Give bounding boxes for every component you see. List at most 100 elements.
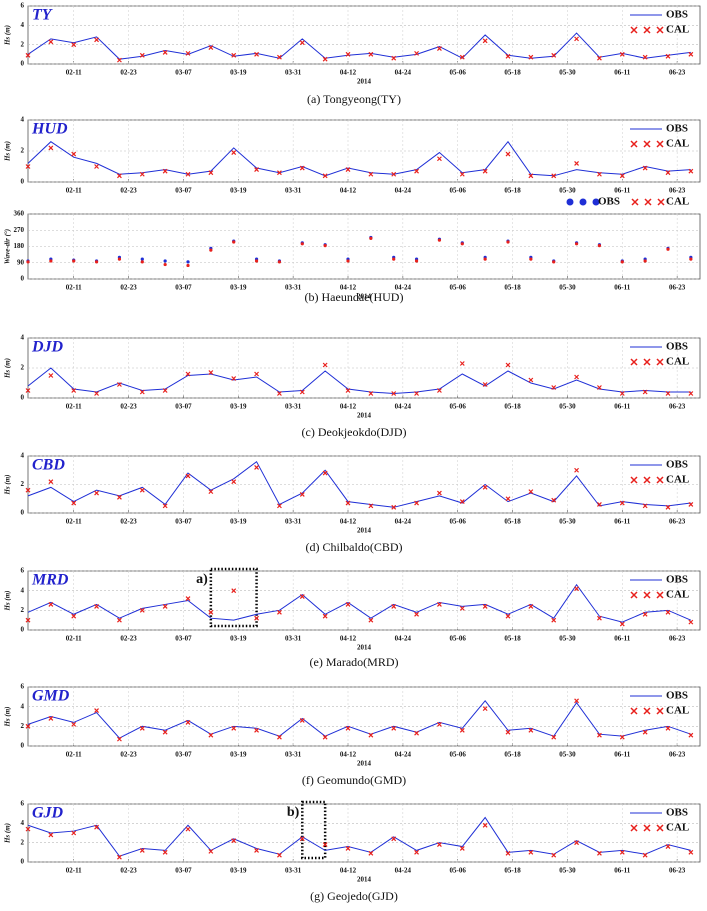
y-tick-label: 6 [21, 567, 25, 575]
cal-marker [642, 852, 648, 858]
direction-dot [437, 238, 442, 242]
x-tick-label: 05-18 [504, 518, 521, 526]
obs-line [27, 367, 691, 395]
cal-marker [368, 391, 374, 396]
cal-marker [528, 727, 534, 733]
direction-dot [254, 259, 259, 263]
cal-marker [437, 721, 442, 727]
cal-marker [619, 849, 625, 855]
x-tick-label: 04-12 [340, 518, 357, 526]
x-axis-label: 2014 [357, 293, 372, 301]
obs-line [27, 460, 691, 508]
x-tick-label: 02-23 [120, 187, 137, 195]
cal-marker [642, 729, 648, 735]
cal-marker [345, 725, 351, 731]
cal-marker [459, 171, 465, 177]
cal-marker [322, 613, 328, 619]
cal-marker [94, 391, 99, 396]
cal-marker [391, 836, 397, 842]
x-tick-label: 03-31 [285, 518, 302, 526]
cal-marker [299, 492, 305, 497]
cal-marker [665, 391, 671, 396]
x-tick-label: 06-23 [669, 187, 686, 195]
legend-marker [656, 824, 664, 832]
x-tick-label: 06-23 [669, 69, 686, 77]
cal-marker [459, 846, 465, 851]
direction-dot [186, 260, 190, 264]
cal-marker [619, 51, 625, 57]
x-tick-label: 05-30 [559, 518, 576, 526]
x-tick-label: 04-24 [395, 284, 412, 292]
cal-marker [368, 732, 374, 738]
cal-marker [277, 391, 282, 396]
cal-marker [528, 849, 534, 855]
cal-marker [551, 497, 557, 503]
cal-marker [505, 362, 511, 368]
cal-marker [505, 496, 511, 502]
panel-title: CBD [32, 457, 65, 474]
cal-marker [414, 50, 419, 56]
direction-dot [140, 257, 144, 261]
x-tick-label: 03-07 [175, 403, 192, 411]
caption: (e) Marado(MRD) [310, 655, 399, 669]
panel-title: HUD [31, 121, 68, 138]
legend-marker [630, 707, 638, 715]
obs-line [27, 583, 692, 623]
cal-marker [505, 53, 511, 59]
direction-dot [26, 260, 30, 264]
x-tick-label: 06-23 [669, 635, 686, 643]
cal-marker [528, 54, 534, 60]
x-tick-label: 03-19 [230, 403, 247, 411]
cal-marker [482, 484, 488, 490]
cal-marker [117, 382, 122, 387]
cal-marker [254, 51, 259, 57]
cal-marker [551, 52, 557, 58]
cal-marker [254, 464, 259, 470]
cal-marker [299, 718, 305, 723]
x-tick-label: 03-07 [175, 751, 192, 759]
x-tick-label: 02-23 [120, 518, 137, 526]
cal-marker [505, 151, 511, 157]
cal-marker [71, 151, 77, 157]
x-tick-label: 05-06 [450, 403, 467, 411]
y-tick-label: 2 [21, 40, 25, 48]
x-tick-label: 05-30 [559, 69, 576, 77]
y-tick-label: 2 [21, 722, 25, 730]
cal-marker [254, 847, 259, 853]
legend-marker [656, 707, 664, 715]
cal-marker [299, 40, 305, 46]
cal-marker [665, 504, 671, 510]
cal-marker [391, 603, 397, 609]
y-tick-label: 4 [21, 21, 25, 29]
cal-marker [482, 706, 488, 712]
y-tick-label: 6 [21, 683, 25, 691]
y-axis-label: Hs (m) [4, 358, 12, 379]
cal-marker [48, 832, 54, 838]
cal-marker [437, 388, 442, 393]
y-tick-label: 0 [21, 275, 25, 283]
legend-marker [643, 140, 651, 148]
cal-marker [94, 164, 99, 169]
cal-marker [94, 603, 99, 609]
cal-marker [642, 611, 648, 617]
x-tick-label: 05-06 [450, 635, 467, 643]
cal-marker [48, 479, 54, 485]
x-tick-label: 03-31 [285, 867, 302, 875]
cal-marker [231, 150, 237, 155]
y-axis-label: Hs (m) [4, 474, 12, 495]
x-tick-label: 06-11 [614, 635, 630, 643]
cal-marker [25, 164, 31, 169]
legend-marker [656, 476, 664, 484]
cal-marker [277, 734, 282, 740]
cal-marker [574, 698, 579, 704]
cal-marker [505, 613, 511, 619]
cal-marker [597, 171, 602, 177]
legend-label: CAL [666, 705, 689, 717]
cal-marker [139, 607, 145, 613]
annotation: a) [196, 572, 208, 587]
x-tick-label: 05-06 [450, 867, 467, 875]
legend-marker [630, 591, 638, 599]
x-tick-label: 05-30 [559, 403, 576, 411]
cal-marker [642, 165, 648, 171]
x-tick-label: 04-12 [340, 751, 357, 759]
